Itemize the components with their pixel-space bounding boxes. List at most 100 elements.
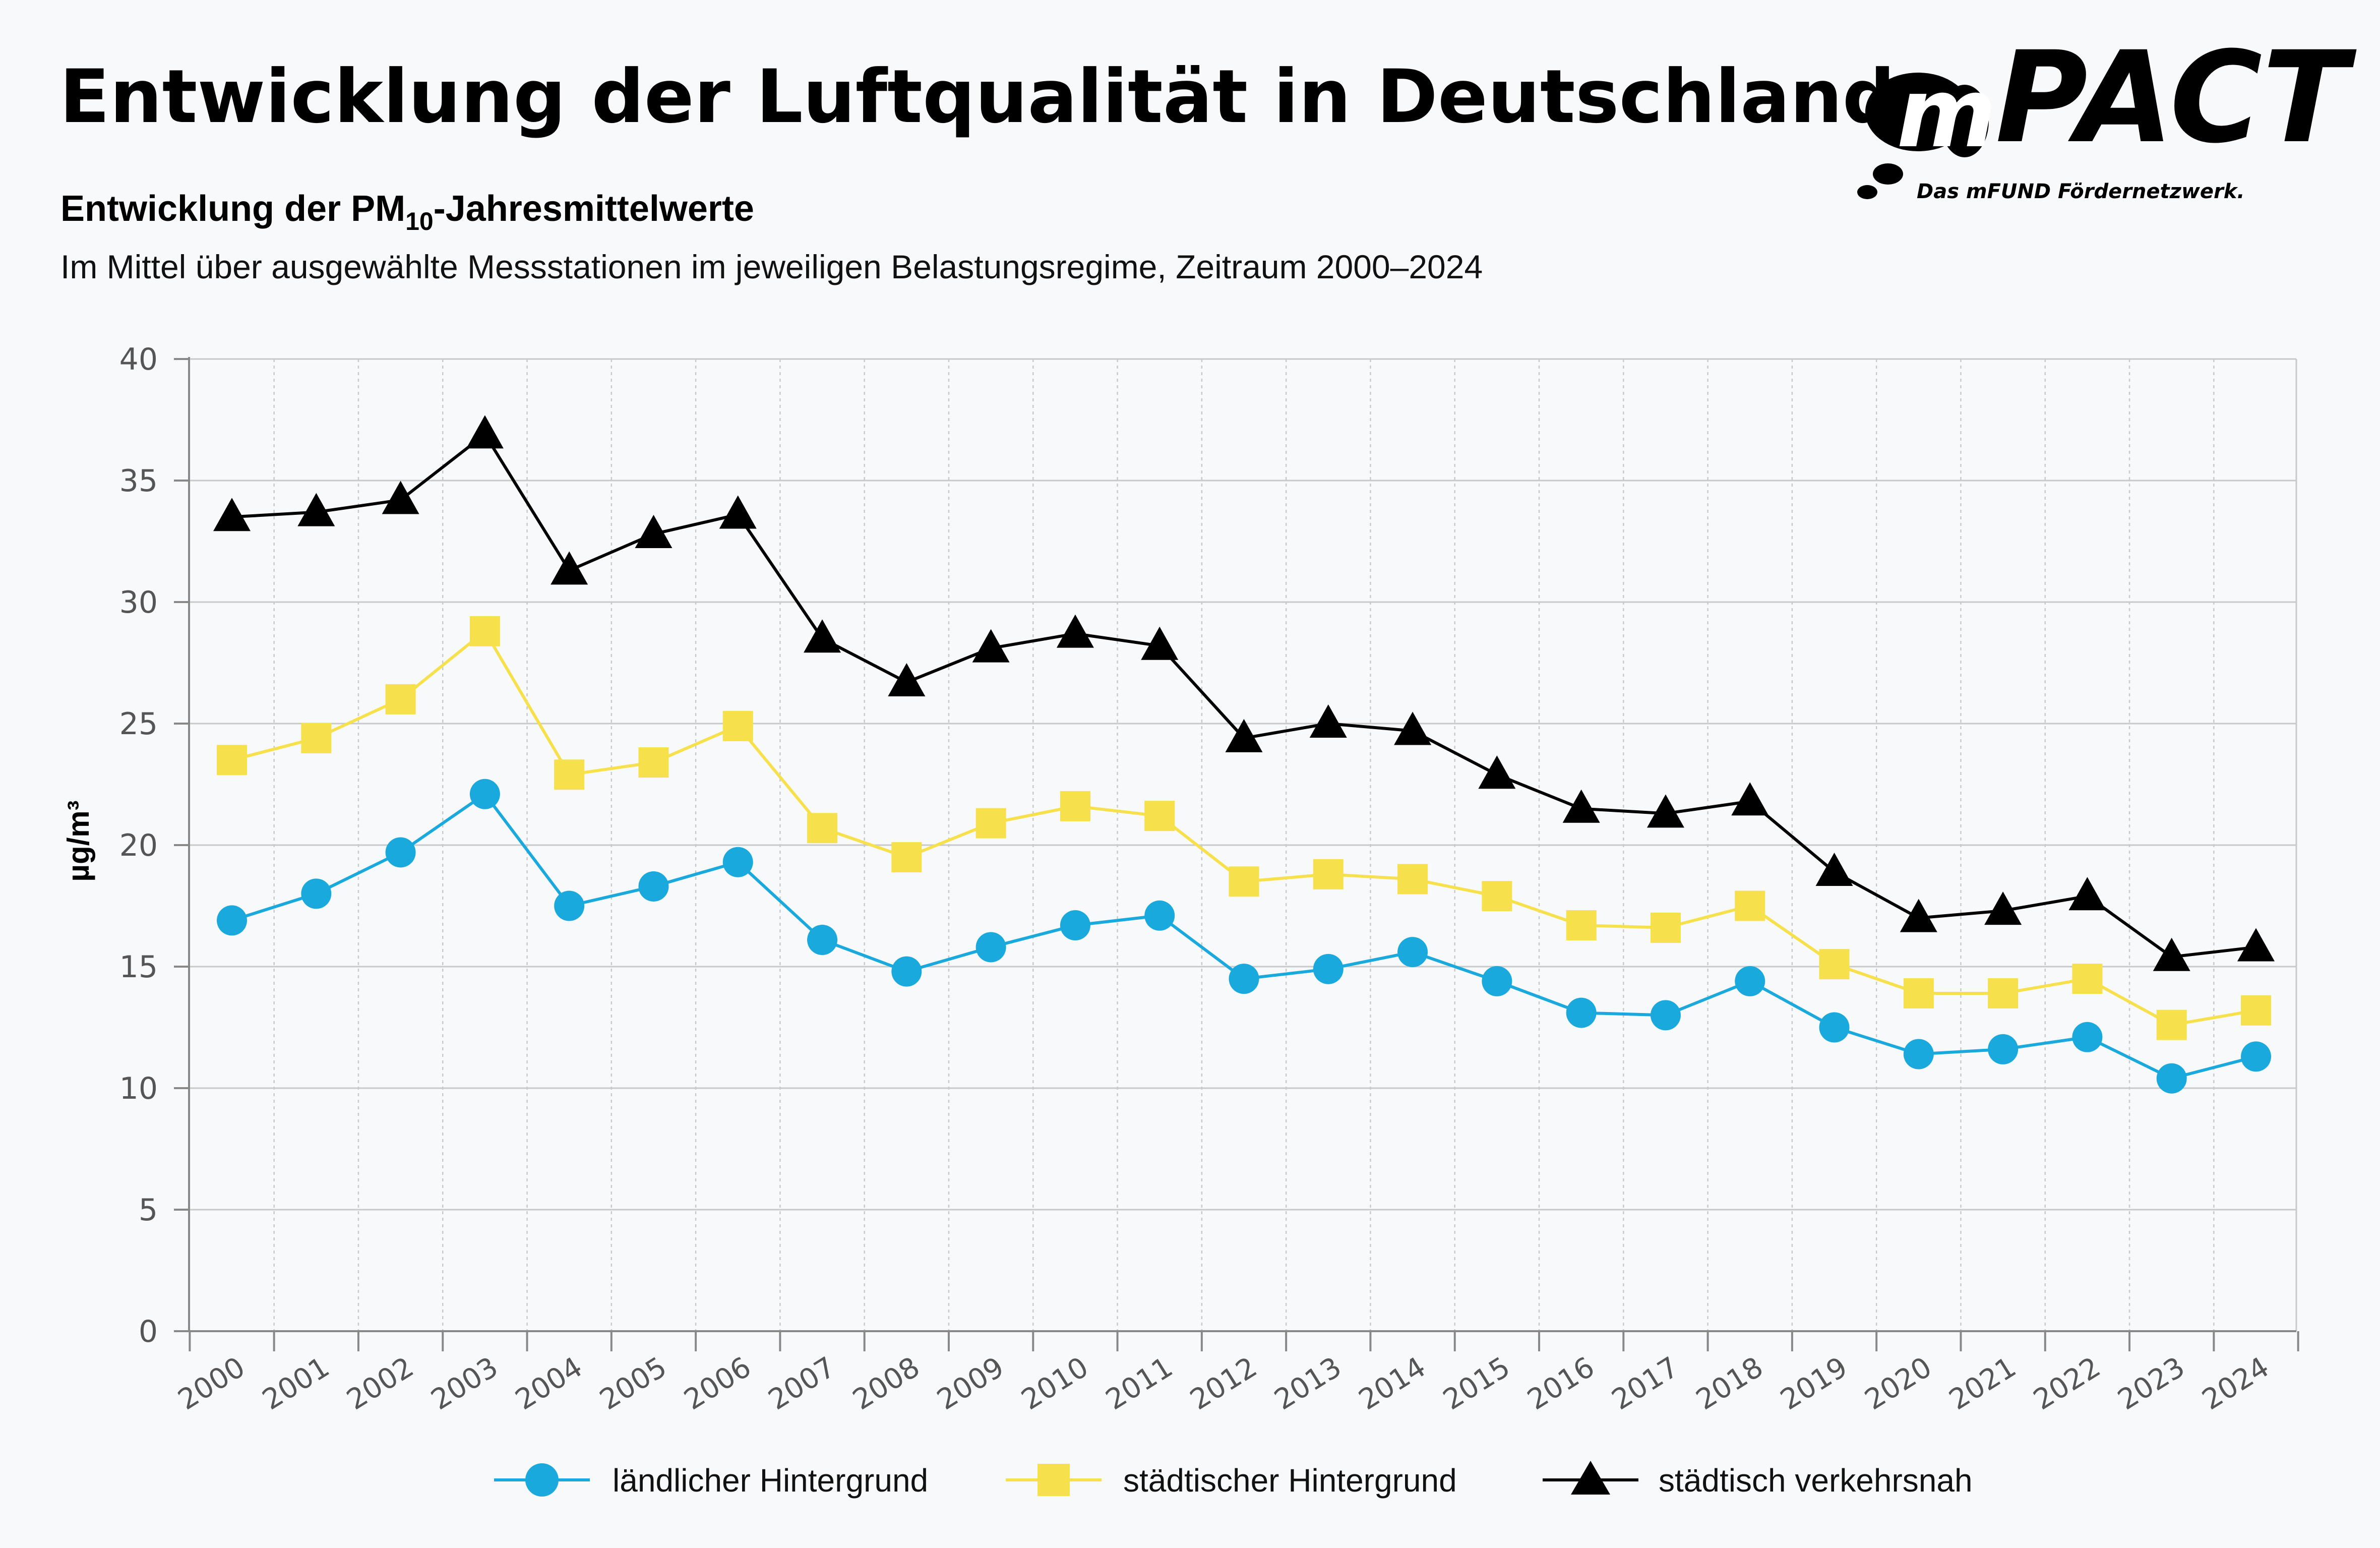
data-point-traffic [1815, 853, 1853, 886]
data-point-urban [722, 710, 753, 741]
data-point-traffic [804, 619, 841, 653]
chart-description: Im Mittel über ausgewählte Messstationen… [60, 248, 1483, 285]
x-tick-label: 2015 [1437, 1351, 1515, 1417]
y-tick-label: 25 [119, 706, 158, 742]
data-point-rural [638, 871, 669, 902]
chart-subtitle: Entwicklung der PM10-Jahresmittelwerte [60, 189, 754, 235]
data-point-traffic [2153, 937, 2190, 971]
x-tick-label: 2004 [510, 1351, 588, 1417]
x-tick-label: 2019 [1775, 1351, 1853, 1417]
axis-layer: 0 5 10 15 20 25 30 35 40 2000 2001 2002 2003 2004 2005… [119, 342, 2299, 1417]
subtitle-suffix: -Jahresmittelwerte [434, 189, 754, 229]
data-point-traffic [1900, 899, 1937, 932]
data-point-urban [1735, 890, 1765, 921]
data-point-rural [301, 878, 332, 909]
data-point-rural [1397, 937, 1428, 968]
data-point-traffic [888, 663, 926, 697]
data-point-urban [638, 747, 669, 778]
data-point-traffic [719, 495, 757, 529]
data-point-traffic [1225, 719, 1263, 752]
data-point-urban [891, 842, 922, 873]
y-tick-label: 40 [119, 342, 158, 377]
data-point-traffic [382, 481, 419, 514]
data-point-traffic [2237, 928, 2275, 962]
x-tick-label: 2000 [172, 1351, 251, 1417]
data-point-rural [385, 837, 416, 868]
data-point-urban [1903, 978, 1934, 1009]
data-point-urban [1229, 866, 1259, 897]
data-point-traffic [1394, 711, 1432, 745]
data-point-urban [807, 813, 838, 844]
data-point-rural [217, 905, 247, 936]
x-tick-label: 2002 [341, 1351, 419, 1417]
data-point-rural [2156, 1063, 2187, 1094]
data-point-urban [1482, 881, 1512, 912]
data-point-urban [301, 723, 332, 753]
y-tick-label: 35 [119, 463, 158, 499]
data-point-rural [2241, 1041, 2271, 1072]
data-point-urban [1819, 949, 1850, 980]
data-point-urban [2241, 995, 2271, 1026]
data-point-traffic [466, 415, 504, 449]
data-point-rural [807, 924, 838, 955]
logo-bubble-dot-small [1857, 185, 1877, 199]
x-tick-label: 2001 [257, 1351, 335, 1417]
data-point-rural [1060, 910, 1090, 941]
data-point-rural [1229, 964, 1259, 994]
data-point-traffic [1731, 782, 1769, 816]
data-point-rural [469, 779, 500, 809]
data-point-rural [975, 932, 1006, 963]
data-point-urban [1650, 912, 1681, 943]
grid-layer [189, 358, 2297, 1331]
data-point-traffic [1562, 789, 1600, 823]
data-point-rural [2072, 1022, 2103, 1052]
data-point-rural [1650, 1000, 1681, 1031]
data-point-rural [1819, 1012, 1850, 1043]
data-point-traffic [1478, 755, 1516, 789]
subtitle-subscript: 10 [405, 207, 434, 235]
subtitle-prefix: Entwicklung der PM [60, 189, 405, 229]
y-tick-label: 0 [139, 1314, 158, 1349]
data-point-urban [554, 759, 585, 790]
legend: ländlicher Hintergrund städtischer Hinte… [494, 1461, 1973, 1499]
data-point-urban [1060, 791, 1090, 821]
x-tick-label: 2012 [1185, 1351, 1263, 1417]
data-point-traffic [972, 629, 1010, 663]
data-point-rural [1903, 1039, 1934, 1069]
x-tick-label: 2009 [932, 1351, 1010, 1417]
x-tick-label: 2013 [1269, 1351, 1347, 1417]
y-tick-label: 10 [119, 1071, 158, 1106]
x-tick-label: 2016 [1522, 1351, 1600, 1417]
data-point-traffic [1984, 891, 2022, 925]
data-point-traffic [1141, 626, 1179, 660]
data-point-rural [1482, 966, 1512, 996]
data-point-traffic [1309, 704, 1347, 738]
data-point-urban [1397, 864, 1428, 895]
x-tick-label: 2007 [763, 1351, 841, 1417]
data-point-traffic [2068, 877, 2106, 911]
data-point-rural [891, 956, 922, 987]
legend-item-traffic: städtisch verkehrsnah [1543, 1461, 1973, 1499]
data-point-traffic [297, 493, 335, 526]
series-layer [213, 415, 2275, 1094]
data-point-traffic [1646, 794, 1684, 828]
data-point-urban [1988, 978, 2019, 1009]
data-point-urban [385, 684, 416, 715]
legend-label-traffic: städtisch verkehrsnah [1659, 1462, 1973, 1499]
x-tick-label: 2024 [2196, 1351, 2275, 1417]
x-tick-label: 2021 [1943, 1351, 2022, 1417]
y-tick-label: 30 [119, 585, 158, 620]
legend-label-rural: ländlicher Hintergrund [613, 1462, 928, 1499]
circle-marker-icon [525, 1463, 559, 1497]
x-tick-label: 2005 [594, 1351, 673, 1417]
data-point-traffic [635, 515, 673, 549]
x-tick-label: 2010 [1016, 1351, 1094, 1417]
data-point-urban [469, 616, 500, 646]
x-tick-label: 2020 [1859, 1351, 1937, 1417]
data-point-rural [554, 890, 585, 921]
y-tick-label: 20 [119, 828, 158, 863]
x-tick-label: 2014 [1353, 1351, 1431, 1417]
logo-mark-letter: m [1897, 57, 1996, 169]
x-tick-label: 2017 [1606, 1351, 1684, 1417]
